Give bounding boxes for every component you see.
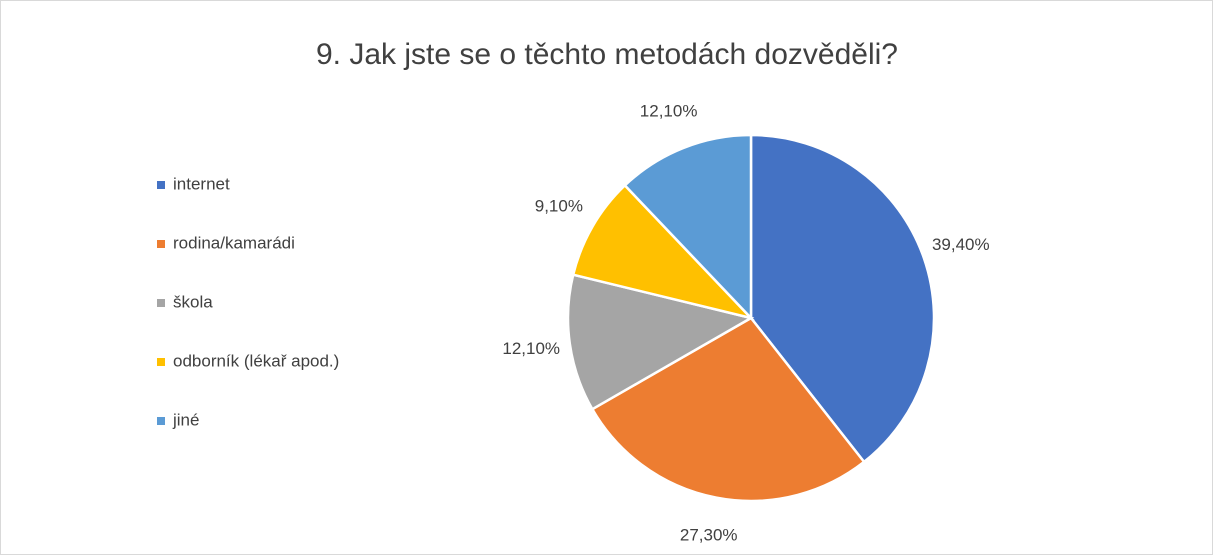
pie-slice <box>571 183 755 321</box>
legend-marker <box>157 240 165 248</box>
pie-slice <box>566 273 755 411</box>
legend-label: jiné <box>172 410 199 429</box>
legend-marker <box>157 299 165 307</box>
pie-slice <box>590 316 866 503</box>
chart-title: 9. Jak jste se o těchto metodách dozvědě… <box>316 38 898 71</box>
pie-slice <box>749 133 936 464</box>
data-label: 39,40% <box>932 235 990 254</box>
data-label: 9,10% <box>535 196 583 215</box>
legend-label: škola <box>173 292 213 311</box>
legend-label: odborník (lékař apod.) <box>173 351 339 370</box>
data-label: 27,30% <box>680 525 738 544</box>
legend-marker <box>157 417 165 425</box>
data-label: 12,10% <box>502 339 560 358</box>
legend-marker <box>157 181 165 189</box>
legend-marker <box>157 358 165 366</box>
pie-slice <box>623 133 753 322</box>
data-label: 12,10% <box>640 101 698 120</box>
legend-label: internet <box>173 174 230 193</box>
legend-label: rodina/kamarádi <box>173 233 295 252</box>
